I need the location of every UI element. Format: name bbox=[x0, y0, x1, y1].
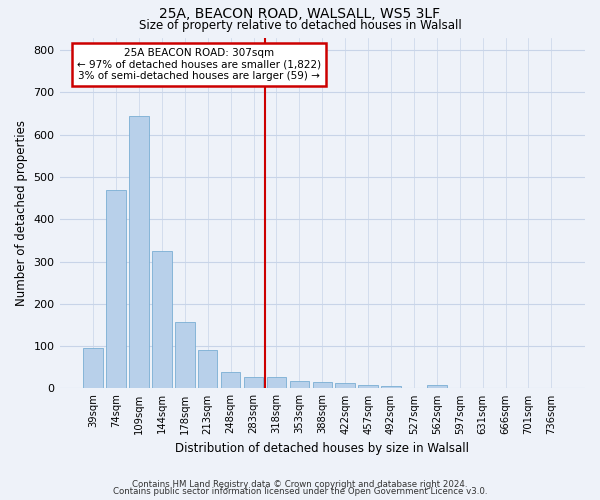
Text: 25A BEACON ROAD: 307sqm
← 97% of detached houses are smaller (1,822)
3% of semi-: 25A BEACON ROAD: 307sqm ← 97% of detache… bbox=[77, 48, 321, 81]
X-axis label: Distribution of detached houses by size in Walsall: Distribution of detached houses by size … bbox=[175, 442, 469, 455]
Bar bbox=[83, 348, 103, 389]
Y-axis label: Number of detached properties: Number of detached properties bbox=[15, 120, 28, 306]
Bar bbox=[313, 382, 332, 388]
Text: Contains HM Land Registry data © Crown copyright and database right 2024.: Contains HM Land Registry data © Crown c… bbox=[132, 480, 468, 489]
Bar bbox=[358, 385, 378, 388]
Bar bbox=[221, 372, 241, 388]
Bar bbox=[106, 190, 126, 388]
Bar bbox=[427, 385, 446, 388]
Bar bbox=[175, 322, 194, 388]
Bar bbox=[335, 383, 355, 388]
Bar bbox=[198, 350, 217, 389]
Bar bbox=[267, 377, 286, 388]
Bar bbox=[152, 251, 172, 388]
Text: Size of property relative to detached houses in Walsall: Size of property relative to detached ho… bbox=[139, 19, 461, 32]
Bar bbox=[381, 386, 401, 388]
Bar bbox=[129, 116, 149, 388]
Bar bbox=[244, 376, 263, 388]
Bar bbox=[290, 381, 309, 388]
Text: Contains public sector information licensed under the Open Government Licence v3: Contains public sector information licen… bbox=[113, 488, 487, 496]
Text: 25A, BEACON ROAD, WALSALL, WS5 3LF: 25A, BEACON ROAD, WALSALL, WS5 3LF bbox=[160, 8, 440, 22]
